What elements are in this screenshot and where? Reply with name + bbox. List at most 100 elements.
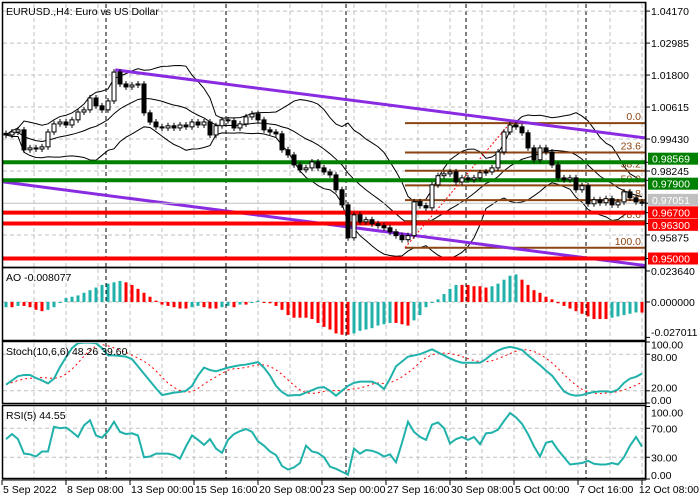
candle-body (483, 171, 489, 174)
candle-body (111, 71, 117, 102)
ao-histogram-bar (412, 301, 416, 321)
ao-histogram-bar (22, 301, 26, 306)
candle-body (627, 191, 633, 199)
ao-histogram-bar (598, 301, 602, 320)
candle-body (195, 121, 201, 126)
candle-body (543, 147, 549, 153)
candle-body (27, 147, 33, 151)
candle-body (87, 97, 93, 111)
candle-body (357, 214, 363, 223)
candle-body (9, 131, 15, 136)
price-level-label: 0.96300 (652, 220, 690, 232)
ao-histogram-bar (244, 301, 248, 305)
ao-histogram-bar (172, 301, 176, 308)
time-axis-label: 15 Sep 16:00 (195, 484, 258, 496)
ao-histogram-bar (442, 294, 446, 302)
ao-histogram-bar (100, 284, 104, 302)
ao-histogram-bar (520, 279, 524, 302)
candle-body (177, 124, 183, 129)
ao-histogram-bar (340, 301, 344, 335)
ao-pane[interactable] (4, 274, 644, 335)
candle-body (165, 125, 171, 129)
candle-body (93, 97, 99, 107)
candle-body (471, 177, 477, 181)
ao-histogram-bar (226, 301, 230, 306)
ao-histogram-bar (562, 301, 566, 306)
candle-body (609, 198, 615, 206)
candle-body (243, 116, 249, 125)
candle-body (315, 161, 321, 169)
candle-body (507, 124, 513, 133)
ao-histogram-bar (484, 287, 488, 302)
candle-body (21, 129, 27, 151)
price-level-label-box (648, 218, 698, 231)
candle-body (531, 147, 537, 161)
candle-body (459, 177, 465, 183)
price-axis-label: 1.02985 (651, 38, 689, 50)
stochastic-main-line (5, 343, 643, 397)
candle-body (411, 201, 417, 237)
price-level-label-box (648, 206, 698, 219)
ao-histogram-bar (400, 301, 404, 325)
ao-histogram-bar (184, 301, 188, 309)
ao-histogram-bar (478, 286, 482, 302)
ao-histogram-bar (76, 295, 80, 302)
candle-body (567, 177, 573, 181)
channel-trendline (115, 68, 645, 140)
ao-histogram-bar (10, 301, 14, 308)
ao-histogram-bar (316, 301, 320, 323)
ao-histogram-bar (592, 301, 596, 320)
ao-histogram-bar (196, 301, 200, 306)
ao-histogram-bar (376, 301, 380, 326)
candle-body (633, 197, 639, 203)
candle-body (57, 121, 63, 125)
candle-body (321, 167, 327, 173)
ao-histogram-bar (28, 301, 32, 308)
price-axis-label: 1.04170 (651, 6, 689, 18)
ao-histogram-bar (112, 282, 116, 302)
ao-histogram-bar (292, 301, 296, 318)
ao-histogram-bar (358, 301, 362, 331)
candle-body (261, 119, 267, 131)
fibonacci-level-label: 100.0 (615, 236, 641, 248)
ao-histogram-bar (232, 301, 236, 308)
ao-histogram-bar (274, 301, 278, 306)
candle-body (3, 132, 9, 136)
stochastic-axis-label: 100.00 (651, 340, 683, 352)
candle-body (141, 83, 147, 114)
ao-histogram-bar (430, 301, 434, 303)
ao-histogram-bar (52, 301, 56, 308)
ao-histogram-bar (64, 298, 68, 302)
ao-histogram-bar (460, 284, 464, 302)
candle-body (99, 105, 105, 111)
ao-axis-label: 0.023640 (651, 266, 695, 278)
candle-body (453, 171, 459, 183)
ao-histogram-bar (262, 301, 266, 303)
rsi-axis-label: 30.00 (651, 452, 677, 464)
ao-histogram-bar (16, 301, 20, 306)
candle-body (597, 199, 603, 204)
rsi-pane[interactable] (5, 411, 643, 477)
candle-body (585, 185, 591, 205)
candle-body (75, 111, 81, 121)
ao-histogram-bar (238, 301, 242, 305)
ao-histogram-bar (580, 301, 584, 314)
candle-body (603, 198, 609, 204)
ao-histogram-bar (106, 283, 110, 302)
ao-histogram-bar (334, 301, 338, 334)
fibonacci-trend-line (404, 122, 511, 249)
current-price-label: 0.97051 (652, 195, 690, 207)
candle-body (465, 177, 471, 181)
stochastic-pane[interactable] (5, 343, 643, 397)
candle-body (183, 124, 189, 128)
ao-histogram-bar (34, 301, 38, 310)
candle-body (117, 71, 123, 85)
ao-histogram-bar (448, 288, 452, 302)
pane-borders (1, 1, 647, 480)
candle-body (489, 167, 495, 173)
candle-body (81, 109, 87, 113)
ao-histogram-bar (640, 301, 644, 313)
candle-body (219, 119, 225, 127)
